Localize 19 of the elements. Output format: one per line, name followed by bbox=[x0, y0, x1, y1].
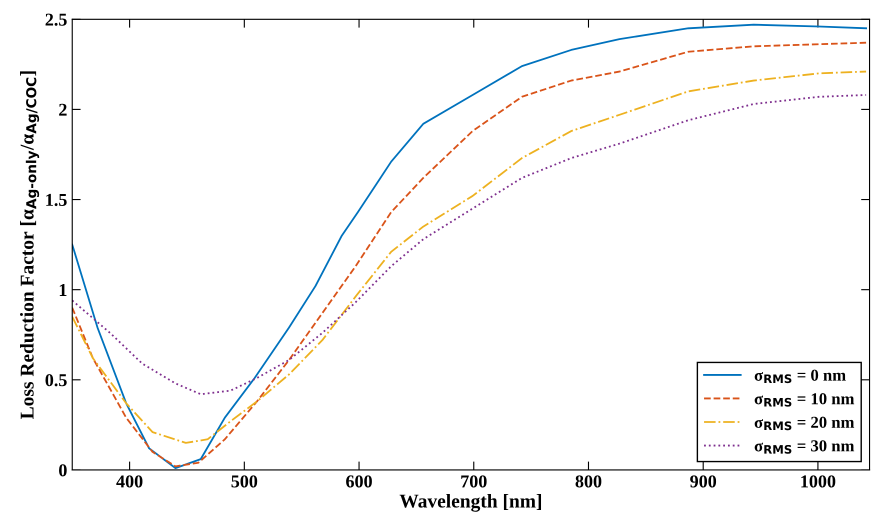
legend-label: σ$_{RMS}$ = 10 nm bbox=[754, 393, 854, 407]
x-tick-label: 700 bbox=[461, 475, 487, 488]
y-tick-label: 0.5 bbox=[46, 374, 67, 386]
legend-label: σ$_{RMS}$ = 30 nm bbox=[754, 440, 854, 454]
legend-label: σ$_{RMS}$ = 0 nm bbox=[754, 370, 846, 384]
y-tick-label: 0 bbox=[59, 464, 67, 476]
y-tick-label: 2 bbox=[59, 104, 67, 116]
x-tick-label: 400 bbox=[116, 475, 142, 488]
y-tick-label: 1 bbox=[60, 284, 66, 296]
legend-label: σ$_{RMS}$ = 20 nm bbox=[754, 416, 854, 430]
y-axis-title: Loss Reduction Factor [α$_{Ag-only}$/α$_{Ag/COC}$] bbox=[20, 71, 40, 419]
x-tick-label: 600 bbox=[346, 475, 372, 488]
x-axis-title: Wavelength [nm] bbox=[400, 494, 542, 512]
x-tick-label: 500 bbox=[232, 475, 258, 488]
x-tick-label: 800 bbox=[576, 475, 602, 488]
x-tick-label: 1000 bbox=[801, 475, 836, 488]
x-tick-label: 900 bbox=[690, 475, 716, 488]
y-tick-label: 2.5 bbox=[46, 14, 67, 26]
y-tick-label: 1.5 bbox=[46, 194, 67, 206]
